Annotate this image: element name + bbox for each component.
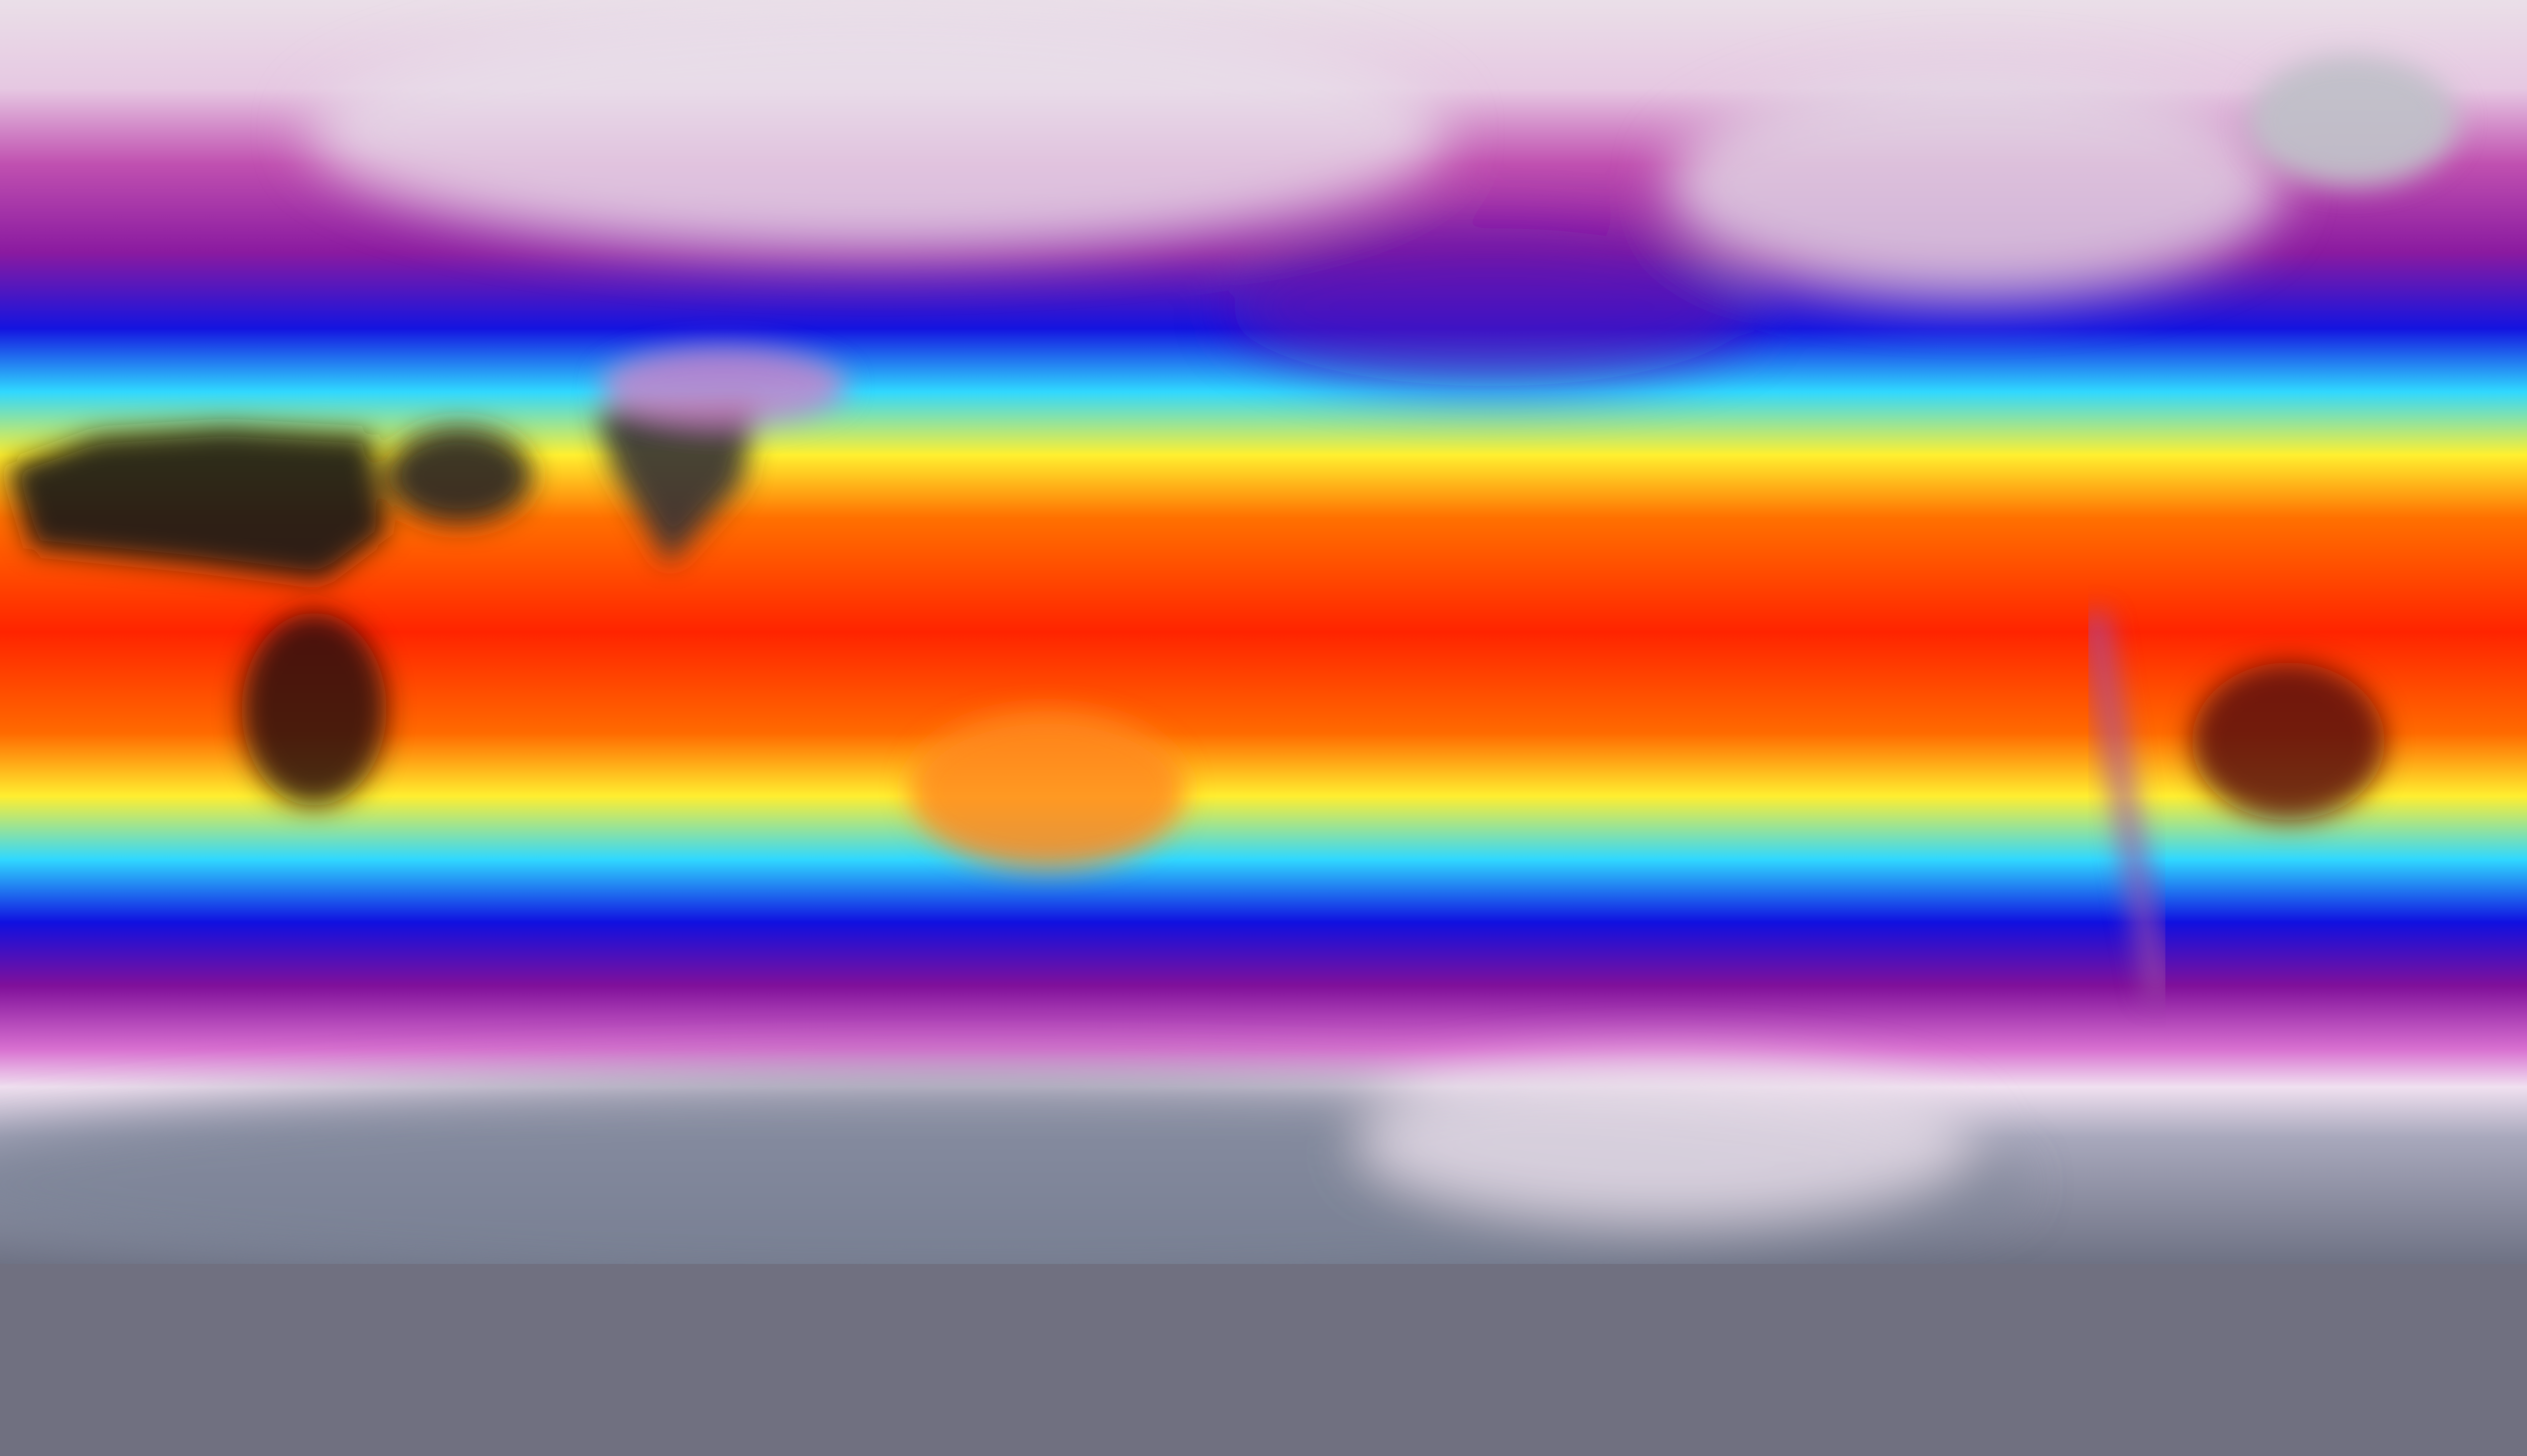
southern-africa-hot-region	[242, 613, 387, 806]
global-temperature-map	[0, 0, 2527, 1264]
arabia-hot-region	[387, 427, 532, 524]
east-antarctic-white-swirl	[1360, 1061, 1975, 1220]
greenland-region	[2247, 55, 2458, 187]
sahara-hot-region	[8, 427, 387, 581]
australia-region	[909, 711, 1186, 869]
north-pacific-cold-region	[1228, 228, 1755, 386]
india-hot-region	[596, 403, 758, 565]
tibet-cold-region	[601, 346, 847, 426]
south-america-hot-region	[2191, 662, 2385, 821]
siberia-cold-region	[307, 9, 1448, 255]
north-america-cold-region	[1667, 70, 2281, 299]
andes-cold-ridge	[2082, 610, 2172, 1002]
